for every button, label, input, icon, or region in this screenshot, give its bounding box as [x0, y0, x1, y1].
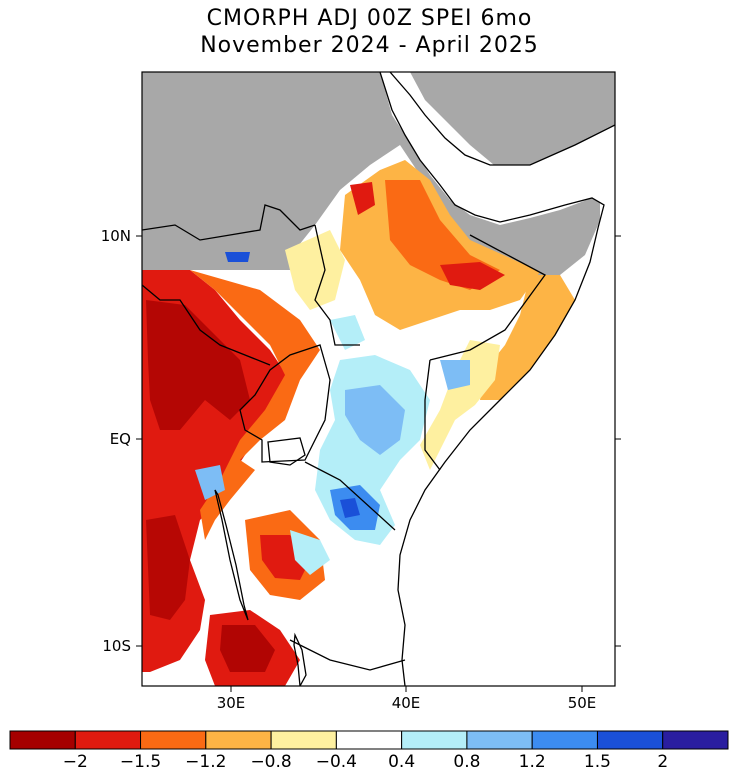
wet-core-small: [340, 498, 360, 518]
colorbar-tick-label: −0.4: [316, 752, 357, 772]
lon-label-30e: 30E: [217, 694, 246, 712]
colorbar-swatch: [9, 730, 76, 750]
very-dry-core-ethiopia-east: [440, 262, 505, 290]
colorbar-swatch: [74, 730, 142, 750]
lon-ticks: [230, 686, 583, 692]
border-ethiopia-somalia: [429, 234, 546, 361]
colorbar-swatch: [401, 730, 468, 750]
lake-malawi: [293, 632, 307, 686]
colorbar-tick-label: 1.5: [584, 752, 611, 772]
lat-label-10s: 10S: [102, 637, 131, 655]
border-tanzania-south: [289, 639, 406, 671]
colorbar-swatch: [270, 730, 337, 750]
dry-somalia: [480, 275, 575, 400]
very-dry-patch-south: [220, 625, 275, 672]
wet-patch-tanzania: [290, 530, 330, 575]
colorbar-tick-label: 0.4: [388, 752, 415, 772]
colorbar-tick-label: 0.8: [453, 752, 480, 772]
border-kenya-tanzania: [304, 461, 396, 531]
colorbar-swatch: [205, 730, 272, 750]
map-frame: [141, 71, 616, 687]
colorbar-tick-label: 1.2: [519, 752, 546, 772]
lon-label-40e: 40E: [392, 694, 421, 712]
lake-victoria: [267, 437, 306, 466]
lat-label-eq: EQ: [110, 430, 131, 448]
very-dry-core-ethiopia: [350, 182, 375, 215]
colorbar-swatch: [662, 730, 729, 750]
colorbar: −2 −1.5 −1.2 −0.8 −0.4 0.4 0.8 1.2 1.5 2: [9, 730, 729, 772]
map-subtitle: November 2024 - April 2025: [200, 33, 539, 58]
no-data-region-arabia: [385, 72, 615, 165]
map-title: CMORPH ADJ 00Z SPEI 6mo: [206, 6, 533, 31]
colorbar-tick-label: −1.2: [185, 752, 226, 772]
no-data-region-north: [142, 72, 604, 275]
coastline-arabia: [389, 72, 615, 166]
light-dry-east: [420, 340, 500, 470]
colorbar-swatch: [466, 730, 533, 750]
wet-patch-west: [195, 465, 225, 500]
border-kenya-somalia: [424, 359, 441, 471]
wet-patch-ethiopia: [330, 315, 365, 350]
colorbar-swatch: [531, 730, 598, 750]
border-south-sudan-ethiopia: [314, 224, 360, 346]
wetter-region-kenya: [345, 385, 405, 455]
moderately-dry-west: [190, 270, 320, 540]
indian-ocean: [395, 190, 615, 686]
colorbar-swatch: [335, 730, 403, 750]
very-dry-core-west: [146, 300, 250, 430]
wet-patch-north: [225, 252, 250, 262]
red-sea: [384, 72, 615, 215]
coastline-east-africa: [379, 72, 605, 686]
wet-patch-somalia: [440, 360, 470, 390]
very-dry-core-southwest: [146, 515, 190, 620]
border-uganda: [239, 344, 331, 463]
colorbar-tick-label: 2: [657, 752, 668, 772]
lat-ticks: [136, 235, 621, 647]
lake-tanganyika: [214, 489, 249, 621]
borders: [142, 72, 615, 686]
light-dry-central: [285, 230, 345, 310]
map-area: [142, 72, 615, 686]
border-sudan-southsudan: [142, 204, 316, 241]
colorbar-swatch: [140, 730, 207, 750]
colorbar-swatch: [596, 730, 664, 750]
colorbar-tick-label: −1.5: [120, 752, 161, 772]
colorbar-tick-label: −2: [63, 752, 88, 772]
lat-label-10n: 10N: [101, 227, 131, 245]
dry-core-ethiopia: [385, 180, 500, 290]
colorbar-tick-label: −0.8: [250, 752, 291, 772]
border-drc-west: [142, 284, 271, 366]
lon-label-50e: 50E: [568, 694, 597, 712]
